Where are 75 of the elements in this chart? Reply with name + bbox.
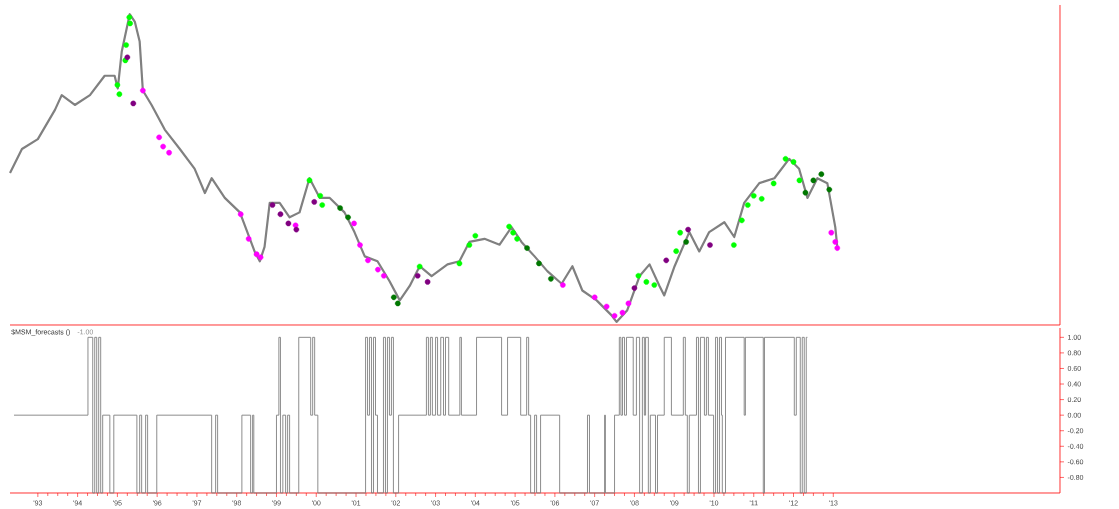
point <box>253 251 260 258</box>
point <box>625 300 632 307</box>
point <box>414 273 421 279</box>
point <box>560 282 566 288</box>
point <box>319 202 326 208</box>
point <box>317 193 324 199</box>
point <box>466 242 473 248</box>
point <box>750 193 757 199</box>
point <box>357 242 363 248</box>
point <box>269 202 276 208</box>
point <box>536 260 542 267</box>
point <box>834 245 841 251</box>
point <box>166 149 172 156</box>
point <box>345 214 351 221</box>
point <box>126 14 133 21</box>
point <box>391 294 397 301</box>
point <box>156 134 162 141</box>
point <box>130 100 137 107</box>
point <box>394 300 401 307</box>
point <box>472 233 479 239</box>
point <box>739 217 745 224</box>
point <box>375 266 381 273</box>
point <box>790 159 797 165</box>
point <box>651 282 658 288</box>
point <box>424 279 431 285</box>
point <box>731 242 737 248</box>
point <box>611 313 618 319</box>
point <box>685 226 691 233</box>
point <box>514 236 520 242</box>
point <box>506 223 512 230</box>
point <box>677 229 683 236</box>
point <box>635 273 642 279</box>
point <box>832 239 839 245</box>
point <box>123 42 129 48</box>
point <box>306 177 313 184</box>
point <box>758 196 765 202</box>
point <box>631 285 638 291</box>
point <box>818 171 825 178</box>
point <box>663 257 670 264</box>
point <box>127 20 133 27</box>
point <box>245 236 252 242</box>
point <box>524 245 530 251</box>
point <box>591 294 598 301</box>
point <box>311 199 318 205</box>
point <box>416 263 423 270</box>
point <box>826 186 833 193</box>
point <box>365 257 371 264</box>
point <box>510 229 516 236</box>
point <box>707 242 713 248</box>
point <box>381 273 387 279</box>
point <box>337 205 343 211</box>
point <box>116 91 123 98</box>
point <box>810 177 817 184</box>
point <box>782 156 789 162</box>
point <box>456 260 463 267</box>
point <box>770 180 777 187</box>
point <box>796 177 803 184</box>
point <box>744 202 751 208</box>
point <box>673 248 679 255</box>
point <box>277 211 284 218</box>
point <box>619 309 626 316</box>
point <box>160 143 166 150</box>
point <box>114 82 121 88</box>
point <box>683 239 689 245</box>
point <box>548 276 554 282</box>
point <box>257 254 264 261</box>
point <box>828 229 835 236</box>
point <box>237 211 244 218</box>
point <box>643 279 650 285</box>
point <box>802 189 809 196</box>
point <box>603 303 610 310</box>
point <box>285 220 292 227</box>
point <box>351 220 357 227</box>
point <box>140 87 146 94</box>
point <box>293 226 300 233</box>
